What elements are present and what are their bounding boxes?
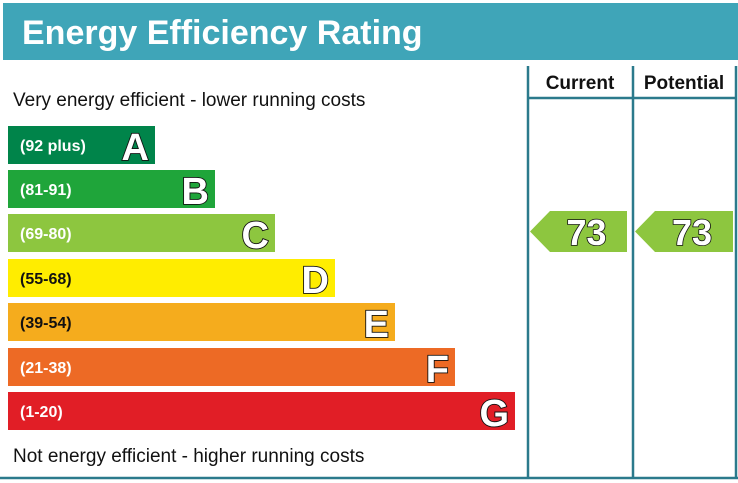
chart-title: Energy Efficiency Rating — [22, 14, 423, 52]
arrow-shape — [530, 211, 627, 252]
band-letter: D — [302, 260, 329, 302]
bottom-note: Not energy efficient - higher running co… — [13, 446, 364, 467]
band-letter: F — [426, 349, 449, 391]
band-range: (55-68) — [20, 271, 72, 288]
band-letter: B — [182, 171, 209, 213]
band-A: (92 plus) A — [8, 126, 155, 170]
band-bar — [8, 348, 455, 386]
band-letter: C — [242, 215, 269, 257]
band-letter: A — [122, 127, 149, 169]
band-bar — [8, 392, 515, 430]
band-range: (1-20) — [20, 404, 63, 421]
column-grid — [0, 66, 738, 480]
band-range: (39-54) — [20, 315, 72, 332]
band-E: (39-54) E — [8, 303, 395, 347]
band-G: (1-20) G — [8, 392, 515, 436]
title-bar — [3, 3, 738, 60]
band-bar — [8, 303, 395, 341]
band-bar — [8, 214, 275, 252]
band-letter: E — [364, 304, 389, 346]
arrow-shape — [635, 211, 733, 252]
potential-rating-value: 73 — [672, 212, 712, 253]
band-F: (21-38) F — [8, 348, 455, 392]
band-bar — [8, 170, 215, 208]
current-rating-arrow: 73 — [530, 211, 627, 254]
current-column-header: Current — [546, 73, 615, 94]
band-B: (81-91) B — [8, 170, 215, 214]
top-note: Very energy efficient - lower running co… — [13, 90, 365, 111]
band-D: (55-68) D — [8, 259, 335, 303]
band-bar — [8, 126, 155, 164]
band-range: (81-91) — [20, 182, 72, 199]
band-bar — [8, 259, 335, 297]
current-rating-value: 73 — [566, 212, 606, 253]
potential-column-header: Potential — [644, 73, 724, 94]
band-range: (69-80) — [20, 226, 72, 243]
band-range: (92 plus) — [20, 138, 86, 155]
band-range: (21-38) — [20, 360, 72, 377]
band-letter: G — [479, 393, 509, 435]
potential-rating-arrow: 73 — [635, 211, 733, 254]
band-C: (69-80) C — [8, 214, 275, 258]
